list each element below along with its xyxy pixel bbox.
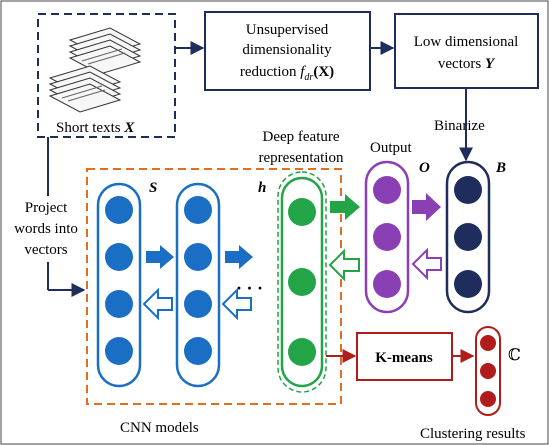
svg-text:reduction fdr(X): reduction fdr(X) [240,64,334,83]
forward-arrow-2 [225,245,253,269]
low-dim-box [394,13,539,89]
kmeans-label: K-means [375,350,433,366]
cluster-results-layer [475,326,501,416]
project-line1: Project [25,200,68,216]
short-texts-label: Short texts [56,120,121,136]
x-symbol: X [123,120,135,136]
reduction-line1: Unsupervised [246,22,329,38]
cnn-layer-s [96,182,142,388]
forward-arrow-1 [146,245,174,269]
s-symbol: S [149,180,157,196]
binarize-label: Binarize [434,118,485,134]
short-texts-box [37,13,176,138]
deep-feature-line1: Deep feature [262,129,339,145]
low-dim-line2: vectors [438,56,481,72]
deep-feature-layer [277,171,327,393]
documents-icon [48,27,142,113]
cnn-models-label: CNN models [120,420,199,436]
svg-text:Short texts X: Short texts X [56,120,135,136]
reduction-line2: dimensionality [242,42,332,58]
ellipsis: · · · [236,278,263,298]
o-symbol: O [419,160,430,176]
y-symbol: Y [485,56,496,72]
green-forward-arrow [330,194,360,220]
reduction-line3: reduction [240,64,297,80]
output-label: Output [370,140,413,156]
binary-layer [445,160,491,314]
backward-arrow-1 [142,287,173,321]
project-line2: words into [14,221,78,237]
reduction-func-sub: dr [304,72,313,83]
output-layer [364,160,410,314]
project-label-bg [4,196,92,262]
green-backward-arrow [328,248,360,282]
low-dim-line1: Low dimensional [414,34,519,50]
svg-text:vectors Y: vectors Y [438,56,496,72]
cnn-models-box [86,168,342,405]
cnn-layer-2 [175,182,221,388]
backward-arrow-2 [221,287,252,321]
c-symbol: ℂ [508,347,521,364]
h-symbol: h [258,180,266,196]
purple-forward-arrow [412,193,441,221]
purple-backward-arrow [411,247,442,281]
reduction-box [204,11,371,91]
clustering-results-label: Clustering results [420,426,526,442]
project-line3: vectors [24,242,67,258]
reduction-func: f [300,64,306,80]
deep-feature-line2: representation [259,150,344,166]
reduction-func-arg: (X) [313,64,334,80]
b-symbol: B [495,160,506,176]
